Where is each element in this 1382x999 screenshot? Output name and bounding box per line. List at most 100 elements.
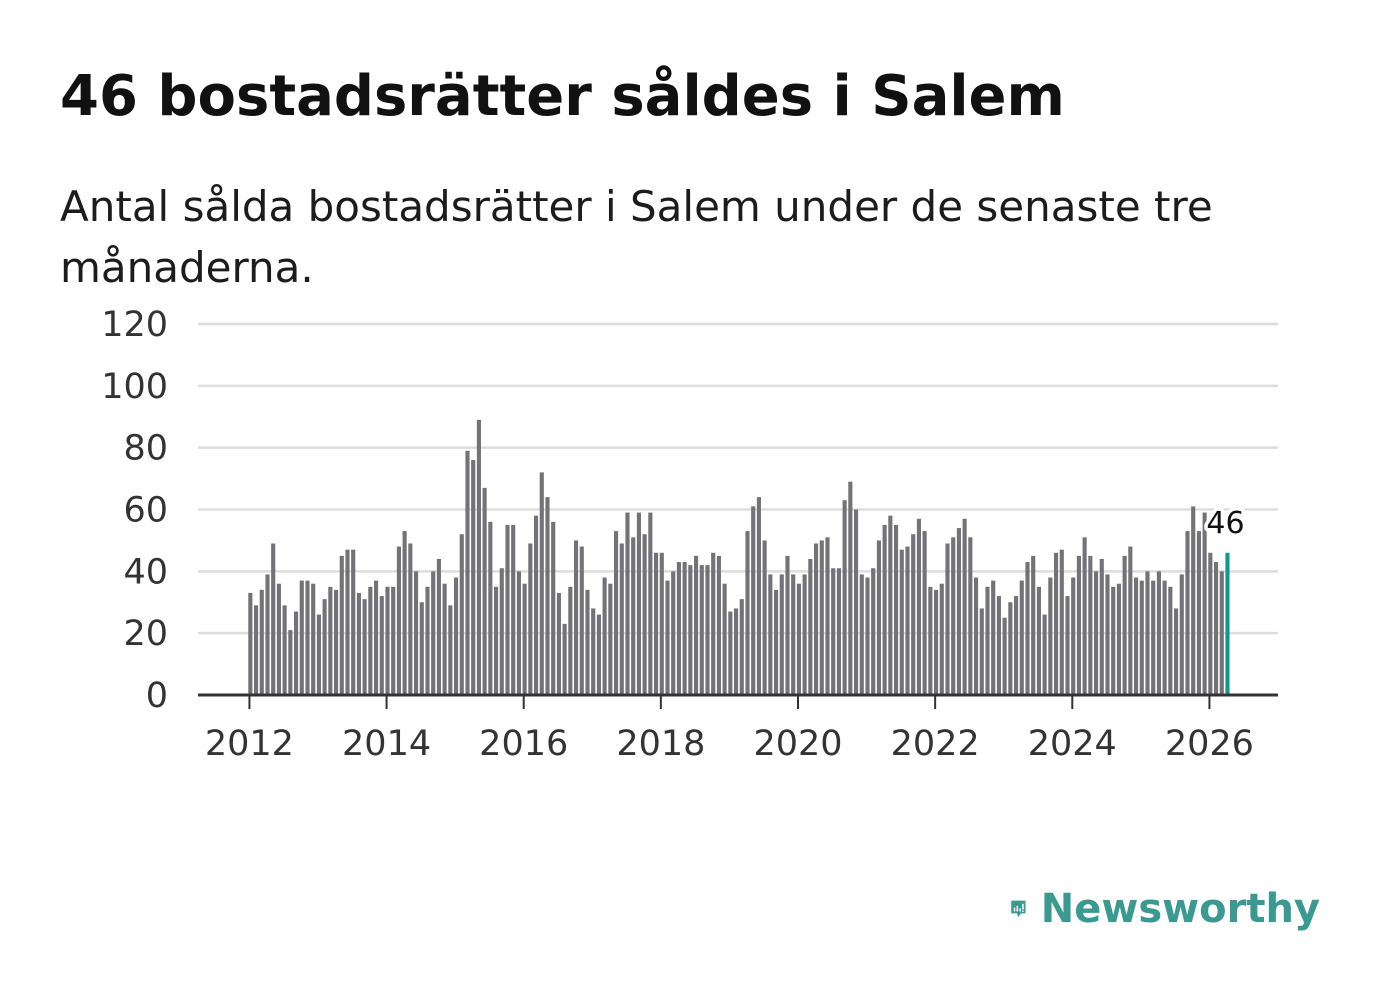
bar bbox=[991, 580, 996, 695]
bar bbox=[1002, 617, 1007, 695]
bar bbox=[774, 589, 779, 695]
bar bbox=[511, 524, 516, 695]
bar bbox=[288, 630, 293, 695]
bar bbox=[385, 586, 390, 695]
bar bbox=[722, 583, 727, 695]
bar-series bbox=[248, 419, 1230, 695]
x-tick-label: 2020 bbox=[753, 724, 842, 764]
bar bbox=[808, 558, 813, 695]
x-tick-label: 2016 bbox=[479, 724, 568, 764]
bar bbox=[899, 549, 904, 695]
bar bbox=[842, 500, 847, 695]
bar bbox=[419, 602, 424, 695]
y-tick-label: 120 bbox=[101, 305, 168, 345]
bar bbox=[1185, 531, 1190, 695]
bar bbox=[985, 586, 990, 695]
brand-name: Newsworthy bbox=[1040, 886, 1320, 932]
bar bbox=[596, 614, 601, 695]
bar bbox=[579, 546, 584, 695]
bar bbox=[1014, 596, 1019, 695]
bar bbox=[574, 540, 579, 695]
bar bbox=[1162, 580, 1167, 695]
bar bbox=[425, 586, 430, 695]
bar bbox=[1191, 506, 1196, 695]
bar bbox=[779, 574, 784, 695]
x-tick-label: 2022 bbox=[891, 724, 980, 764]
bar bbox=[728, 611, 733, 695]
bar bbox=[831, 568, 836, 695]
bar bbox=[934, 589, 939, 695]
chart-labels: 0 20 40 60 80 100 120 2012 2014 2016 2018 2020 2022 2… bbox=[101, 305, 1254, 764]
bar bbox=[956, 528, 961, 695]
bar bbox=[768, 574, 773, 695]
bar bbox=[276, 583, 281, 695]
bar bbox=[1179, 574, 1184, 695]
bar bbox=[705, 565, 710, 695]
bar bbox=[1042, 614, 1047, 695]
highlighted-bar bbox=[1225, 552, 1230, 695]
bar bbox=[1156, 571, 1161, 695]
bar bbox=[819, 540, 824, 695]
bar bbox=[379, 596, 384, 695]
bar bbox=[614, 531, 619, 695]
bar bbox=[1059, 549, 1064, 695]
bar bbox=[1099, 558, 1104, 695]
bar bbox=[802, 574, 807, 695]
bar bbox=[282, 605, 287, 695]
newsworthy-logo: Newsworthy bbox=[1010, 876, 1320, 942]
bar bbox=[1202, 512, 1207, 695]
bar bbox=[568, 586, 573, 695]
bar bbox=[305, 580, 310, 695]
bar bbox=[591, 608, 596, 695]
bar bbox=[711, 552, 716, 695]
bar bbox=[888, 515, 893, 695]
bar bbox=[996, 596, 1001, 695]
bar bbox=[328, 586, 333, 695]
bar bbox=[922, 531, 927, 695]
bar bbox=[1219, 571, 1224, 695]
bar bbox=[734, 608, 739, 695]
bar bbox=[871, 568, 876, 695]
bar bbox=[431, 571, 436, 695]
bar bbox=[825, 537, 830, 695]
bar bbox=[756, 497, 761, 695]
bar bbox=[374, 580, 379, 695]
bar bbox=[351, 549, 356, 695]
bar-chart-logo-icon bbox=[1011, 900, 1026, 918]
bar bbox=[1145, 571, 1150, 695]
y-tick-label: 20 bbox=[123, 614, 168, 654]
grid-lines bbox=[198, 322, 1278, 635]
bar bbox=[1054, 552, 1059, 695]
bar bbox=[316, 614, 321, 695]
bar bbox=[1076, 555, 1081, 695]
bar bbox=[522, 583, 527, 695]
bar bbox=[436, 558, 441, 695]
bar bbox=[791, 574, 796, 695]
bar bbox=[636, 512, 641, 695]
bar bbox=[682, 562, 687, 695]
chart-axes bbox=[198, 693, 1278, 709]
bar bbox=[408, 543, 413, 695]
bar bbox=[259, 589, 264, 695]
bar bbox=[688, 565, 693, 695]
bar bbox=[499, 568, 504, 695]
y-tick-label: 100 bbox=[101, 367, 168, 407]
bar bbox=[1122, 555, 1127, 695]
bar bbox=[836, 568, 841, 695]
bar bbox=[962, 518, 967, 695]
bar bbox=[631, 537, 636, 695]
bar bbox=[1082, 537, 1087, 695]
bar bbox=[751, 506, 756, 695]
bar bbox=[248, 592, 253, 695]
bar bbox=[362, 599, 367, 695]
bar bbox=[854, 509, 859, 695]
y-tick-label: 60 bbox=[123, 491, 168, 531]
bar bbox=[459, 534, 464, 695]
y-tick-label: 80 bbox=[123, 429, 168, 469]
bar bbox=[945, 543, 950, 695]
x-tick-label: 2014 bbox=[342, 724, 431, 764]
bar bbox=[659, 552, 664, 695]
bar bbox=[334, 589, 339, 695]
bar bbox=[414, 571, 419, 695]
bar bbox=[1025, 562, 1030, 695]
